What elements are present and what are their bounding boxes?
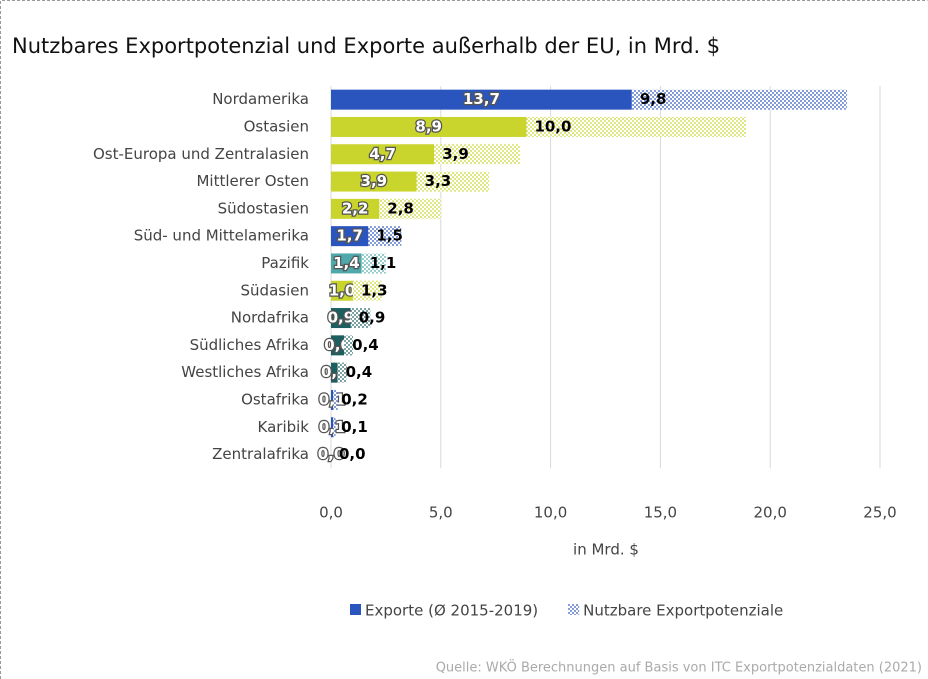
bar-segment: [331, 171, 417, 192]
bar-segment: [331, 253, 362, 274]
data-label: 1,1: [370, 254, 397, 272]
data-label: 2,8: [387, 199, 414, 217]
data-label: 13,7: [463, 90, 500, 108]
source: Quelle: WKÖ Berechnungen auf Basis von I…: [436, 659, 922, 676]
bar-segment: [361, 253, 386, 274]
y-tick-label: Süd- und Mittelamerika: [134, 227, 309, 245]
data-label: 0,0: [339, 445, 366, 463]
data-label: 4,7: [369, 145, 396, 163]
y-tick-label: Zentralafrika: [212, 445, 309, 463]
data-label: 1,7: [336, 227, 363, 245]
y-tick-label: Mittlerer Osten: [196, 172, 309, 190]
bar-segment: [526, 116, 747, 137]
y-tick-label: Ostasien: [244, 117, 309, 135]
x-axis-label: in Mrd. $: [573, 541, 639, 559]
bar-segment: [352, 280, 382, 301]
chart-title: Nutzbares Exportpotenzial und Exporte au…: [12, 34, 720, 58]
legend-swatch: [350, 604, 361, 615]
bar-segment: [331, 144, 435, 165]
data-label: 3,3: [425, 172, 452, 190]
legend-label: Nutzbare Exportpotenziale: [583, 602, 783, 620]
x-tick-label: 5,0: [429, 504, 453, 522]
y-tick-label: Südostasien: [218, 199, 309, 217]
x-tick-label: 15,0: [644, 504, 677, 522]
data-label: 8,9: [415, 117, 442, 135]
bar-segment: [331, 280, 353, 301]
bar-segment: [331, 362, 338, 383]
legend-label: Exporte (Ø 2015-2019): [365, 602, 538, 620]
bar-segment: [368, 226, 402, 247]
bar-segment: [331, 417, 334, 438]
bar-segment: [331, 335, 345, 356]
bar-segment: [331, 389, 334, 410]
y-tick-label: Südliches Afrika: [190, 336, 309, 354]
data-label: 0,9: [359, 309, 386, 327]
data-label: 3,9: [361, 172, 388, 190]
y-tick-label: Ost-Europa und Zentralasien: [93, 145, 309, 163]
data-label: 0,1: [319, 390, 346, 408]
bar-segment: [337, 362, 347, 383]
data-label: 9,8: [640, 90, 667, 108]
data-label: 1,0: [329, 281, 356, 299]
x-tick-label: 0,0: [319, 504, 343, 522]
bar-segment: [333, 417, 336, 438]
bar-segment: [331, 226, 369, 247]
bar-segment: [331, 89, 632, 110]
bar-segment: [379, 198, 441, 219]
x-tick-label: 20,0: [753, 504, 786, 522]
data-label: 1,4: [333, 254, 360, 272]
bar-segment: [350, 308, 371, 329]
data-label: 0,1: [341, 418, 368, 436]
y-tick-label: Nordafrika: [231, 309, 309, 327]
y-tick-label: Pazifik: [261, 254, 309, 272]
y-tick-label: Nordamerika: [212, 90, 309, 108]
data-label: 0,1: [319, 418, 346, 436]
data-label: 10,0: [534, 117, 571, 135]
x-tick-label: 10,0: [534, 504, 567, 522]
bar-segment: [344, 335, 353, 356]
y-tick-label: Ostafrika: [241, 390, 309, 408]
data-label: 1,3: [361, 281, 388, 299]
data-label: 0,9: [328, 309, 355, 327]
data-label: 0,2: [341, 390, 368, 408]
data-label: 0,0: [318, 445, 345, 463]
bar-segment: [331, 198, 380, 219]
data-label: 0,4: [346, 363, 373, 381]
y-tick-label: Karibik: [258, 418, 310, 436]
bar-segment: [434, 144, 520, 165]
bar-segment: [416, 171, 490, 192]
bar-segment: [331, 308, 351, 329]
data-label: 3,9: [442, 145, 469, 163]
data-label: 2,2: [342, 199, 369, 217]
x-tick-label: 25,0: [863, 504, 896, 522]
y-tick-label: Westliches Afrika: [181, 363, 309, 381]
legend-swatch: [568, 604, 580, 615]
bar-segment: [331, 116, 527, 137]
data-label: 1,5: [376, 227, 403, 245]
y-tick-label: Südasien: [241, 281, 309, 299]
bar-segment: [631, 89, 848, 110]
bar-segment: [333, 389, 338, 410]
data-label: 0,4: [352, 336, 379, 354]
